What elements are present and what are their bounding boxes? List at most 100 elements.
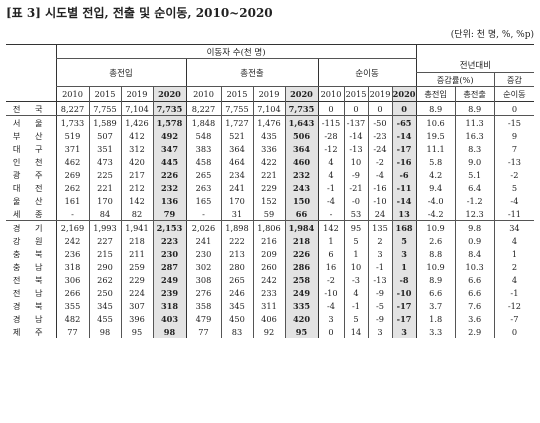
year-2015: 2015: [343, 86, 368, 102]
compare-value-cell: 6.6: [454, 286, 495, 299]
in-value-cell: 8,227: [55, 101, 89, 116]
header-compare: 전년대비: [415, 58, 535, 73]
net-value-cell: -24: [367, 142, 392, 155]
in-value-cell: 7,755: [88, 101, 121, 116]
out-value-cell: 548: [185, 129, 221, 142]
out-value-cell: 77: [185, 325, 221, 338]
net-value-cell: -17: [391, 142, 417, 155]
region-cell: 경 기: [12, 222, 49, 233]
out-value-cell: 420: [284, 312, 318, 325]
in-value-cell: 224: [120, 286, 153, 299]
in-value-cell: 142: [120, 194, 153, 207]
net-value-cell: -17: [391, 299, 417, 312]
net-value-cell: 5: [343, 312, 368, 325]
out-value-cell: 302: [185, 260, 221, 273]
compare-value-cell: 5.8: [415, 155, 456, 168]
in-value-cell: 217: [120, 168, 153, 181]
net-value-cell: -1: [317, 181, 344, 194]
region-cell: 경 남: [12, 313, 49, 324]
in-value-cell: 318: [152, 299, 186, 312]
out-value-cell: 229: [252, 181, 285, 194]
year-2010: 2010: [317, 86, 344, 102]
header-in: 총전입: [55, 58, 186, 87]
region-cell: 충 남: [12, 261, 49, 272]
net-value-cell: 6: [317, 247, 344, 260]
net-value-cell: -9: [367, 286, 392, 299]
out-value-cell: 311: [252, 299, 285, 312]
net-value-cell: 168: [391, 220, 417, 234]
net-value-cell: -28: [317, 129, 344, 142]
out-value-cell: 8,227: [185, 101, 221, 116]
net-value-cell: 0: [343, 101, 368, 116]
net-value-cell: -16: [367, 181, 392, 194]
in-value-cell: 262: [88, 273, 121, 286]
in-value-cell: 307: [120, 299, 153, 312]
out-value-cell: 226: [284, 247, 318, 260]
in-value-cell: 242: [55, 234, 89, 247]
in-value-cell: 306: [55, 273, 89, 286]
out-value-cell: 230: [185, 247, 221, 260]
in-value-cell: 507: [88, 129, 121, 142]
compare-value-cell: 11.1: [415, 142, 456, 155]
in-value-cell: 2,153: [152, 220, 186, 234]
table-row: 인 천 462 473 420 445 458 464 422 460 4 10 -2 -16 5.8 9.…: [6, 155, 535, 168]
compare-value-cell: 8.4: [454, 247, 495, 260]
net-value-cell: 3: [391, 325, 417, 338]
in-value-cell: 355: [55, 299, 89, 312]
year-2020: 2020: [284, 86, 318, 102]
in-value-cell: 312: [120, 142, 153, 155]
in-value-cell: 371: [55, 142, 89, 155]
tail-col-in: 총전입: [415, 86, 456, 102]
header-group: 이동자 수(천 명): [55, 44, 417, 59]
out-value-cell: -: [185, 207, 221, 221]
compare-value-cell: 4: [493, 273, 535, 286]
out-value-cell: 234: [220, 168, 253, 181]
out-value-cell: 276: [185, 286, 221, 299]
out-value-cell: 233: [252, 286, 285, 299]
year-2019: 2019: [367, 86, 392, 102]
out-value-cell: 241: [185, 234, 221, 247]
net-value-cell: 2: [367, 234, 392, 247]
out-value-cell: 335: [284, 299, 318, 312]
in-value-cell: 249: [152, 273, 186, 286]
in-value-cell: 226: [152, 168, 186, 181]
table-row: 전 국 8,227 7,755 7,104 7,735 8,227 7,755 7,104 7,…: [6, 101, 535, 116]
table-body: 전 국 8,227 7,755 7,104 7,735 8,227 7,755 7,104 7,…: [6, 101, 535, 338]
in-value-cell: 259: [120, 260, 153, 273]
compare-value-cell: 3.3: [415, 325, 456, 338]
in-value-cell: 1,993: [88, 220, 121, 234]
compare-value-cell: -1.2: [454, 194, 495, 207]
in-value-cell: 225: [88, 168, 121, 181]
compare-value-cell: 8.3: [454, 142, 495, 155]
year-2010: 2010: [55, 86, 89, 102]
net-value-cell: -5: [367, 299, 392, 312]
in-value-cell: 221: [88, 181, 121, 194]
out-value-cell: 221: [252, 168, 285, 181]
net-value-cell: -2: [317, 273, 344, 286]
in-value-cell: 230: [152, 247, 186, 260]
compare-value-cell: -13: [493, 155, 535, 168]
region-cell: 인 천: [12, 156, 49, 167]
compare-value-cell: -4.2: [415, 207, 456, 221]
table-row: 부 산 519 507 412 492 548 521 435 506 -28 -14 -23 -14 1…: [6, 129, 535, 142]
net-value-cell: -14: [391, 194, 417, 207]
region-cell: 전 북: [12, 274, 49, 285]
net-value-cell: -17: [391, 312, 417, 325]
out-value-cell: 218: [284, 234, 318, 247]
out-value-cell: 1,984: [284, 220, 318, 234]
net-value-cell: -10: [367, 194, 392, 207]
net-value-cell: 5: [343, 234, 368, 247]
net-value-cell: -6: [391, 168, 417, 181]
in-value-cell: 218: [120, 234, 153, 247]
compare-value-cell: -15: [493, 115, 535, 129]
in-value-cell: 290: [88, 260, 121, 273]
in-value-cell: 227: [88, 234, 121, 247]
in-value-cell: 1,578: [152, 115, 186, 129]
region-cell: 광 주: [12, 169, 49, 180]
out-value-cell: 243: [284, 181, 318, 194]
in-value-cell: 229: [120, 273, 153, 286]
net-value-cell: -8: [391, 273, 417, 286]
in-value-cell: 345: [88, 299, 121, 312]
migration-table: 이동자 수(천 명) 총전입 총전출 순이동 전년대비 증감률(%) 증감 20…: [6, 44, 535, 338]
region-cell: 전 국: [6, 101, 56, 116]
